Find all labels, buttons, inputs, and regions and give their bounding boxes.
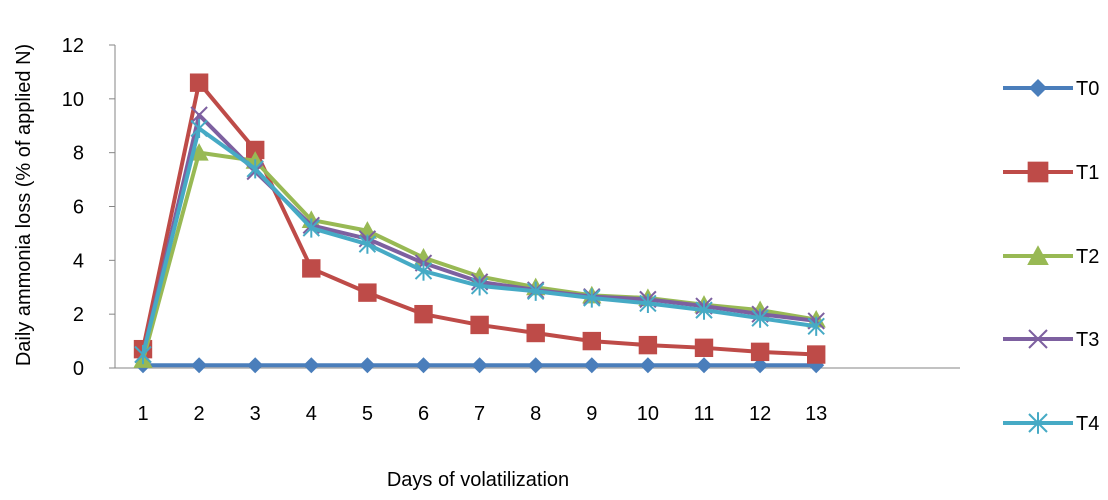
series-layer: [133, 73, 826, 374]
data-point-t1: [189, 73, 209, 92]
legend-label-t1: T1: [1076, 162, 1099, 184]
data-point-t1: [414, 304, 433, 324]
data-point-t0: [583, 357, 600, 374]
y-tick-label: 6: [73, 197, 84, 219]
data-point-t0: [471, 357, 488, 374]
x-tick-label: 1: [137, 403, 148, 425]
data-point-t1: [470, 315, 489, 335]
y-tick-label: 4: [73, 250, 84, 272]
legend-item-t2: T2: [1003, 245, 1099, 268]
data-point-t1: [807, 345, 826, 364]
data-point-t1: [302, 259, 321, 278]
data-point-t4: [526, 281, 545, 301]
legend-marker-t4: [1028, 412, 1048, 434]
data-point-t4: [751, 308, 769, 328]
data-point-t4: [639, 293, 657, 313]
legend-label-t2: T2: [1076, 246, 1099, 268]
x-tick-label: 11: [694, 403, 715, 425]
y-axis-title: Daily ammonia loss (% of applied N): [13, 44, 35, 366]
marker-stroke: [190, 106, 208, 124]
data-point-t2: [189, 143, 209, 161]
data-point-t4: [807, 316, 825, 336]
x-tick-label: 7: [474, 403, 485, 425]
legend-marker-t0: [1029, 79, 1047, 97]
data-point-t4: [358, 234, 377, 254]
legend-item-t1: T1: [1003, 161, 1099, 184]
data-point-t1: [638, 335, 658, 355]
data-point-t0: [191, 357, 208, 374]
legend-marker-t2: [1027, 245, 1049, 265]
legend-label-t4: T4: [1076, 413, 1099, 435]
x-tick-label: 6: [418, 403, 429, 425]
x-tick-label: 4: [306, 403, 317, 425]
data-point-t1: [526, 323, 545, 343]
legend-item-t4: T4: [1003, 412, 1099, 435]
x-tick-label: 12: [749, 403, 771, 425]
data-point-t4: [583, 288, 601, 308]
x-tick-label: 5: [362, 403, 373, 425]
data-point-t0: [359, 357, 376, 374]
x-tick-label: 9: [586, 403, 597, 425]
data-point-t0: [415, 357, 432, 374]
x-axis-title: Days of volatilization: [387, 469, 569, 491]
y-tick-label: 8: [73, 143, 84, 165]
data-point-t4: [414, 261, 433, 281]
legend-label-t3: T3: [1076, 329, 1099, 351]
x-tick-label: 13: [805, 403, 827, 425]
legend-marker-t3: [1028, 329, 1048, 349]
y-tick-label: 0: [73, 358, 84, 380]
x-tick-label: 2: [194, 403, 205, 425]
data-point-t4: [302, 218, 321, 238]
data-point-t0: [696, 357, 712, 374]
data-point-t0: [527, 357, 544, 374]
x-tick-label: 10: [637, 403, 659, 425]
legend-item-t0: T0: [1003, 78, 1099, 100]
legend-item-t3: T3: [1003, 329, 1099, 351]
y-tick-label: 12: [62, 35, 84, 57]
data-point-t4: [190, 118, 208, 139]
series-t4: [134, 118, 825, 365]
data-point-t0: [639, 357, 656, 374]
y-tick-label: 2: [73, 304, 84, 326]
data-point-t0: [303, 357, 320, 374]
data-point-t1: [358, 283, 377, 302]
x-tick-label: 3: [250, 403, 261, 425]
data-point-t1: [750, 342, 770, 362]
series-t2: [133, 143, 826, 368]
data-point-t3: [190, 106, 208, 124]
data-point-t1: [246, 140, 265, 160]
data-point-t1: [582, 331, 601, 351]
data-point-t4: [695, 300, 713, 320]
data-point-t0: [247, 357, 264, 374]
data-point-t4: [470, 276, 489, 296]
legend-label-t0: T0: [1076, 78, 1099, 100]
data-point-t4: [134, 344, 152, 365]
y-tick-label: 10: [62, 89, 84, 111]
data-point-t4: [246, 159, 264, 179]
series-t1: [133, 73, 826, 364]
data-point-t1: [694, 338, 714, 358]
marker-stroke: [1028, 329, 1048, 349]
x-tick-label: 8: [530, 403, 541, 425]
data-point-t0: [752, 357, 769, 374]
legend: T0 T1 T2 T3 T4: [1003, 78, 1099, 435]
series-t0: [135, 357, 825, 374]
legend-marker-t1: [1027, 161, 1049, 183]
